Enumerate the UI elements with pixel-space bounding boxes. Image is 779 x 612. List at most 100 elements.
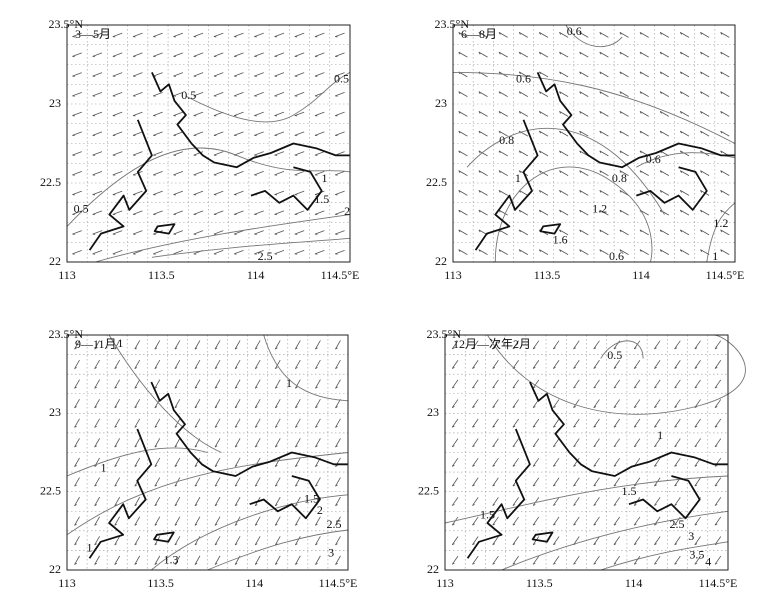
wind-arrow [451,457,459,467]
wind-arrow [674,438,681,448]
wind-arrow-head [579,111,582,114]
wind-arrow-head [194,464,198,467]
wind-arrow-head [498,91,501,94]
wind-arrow-head [234,464,238,467]
wind-arrow [518,249,529,255]
wind-arrow [154,457,161,467]
wind-arrow [659,111,670,117]
wind-arrow-head [472,406,475,408]
wind-arrow-head [214,425,218,428]
wind-arrow-head [518,209,521,213]
wind-arrow-head [674,406,678,408]
wind-arrow [492,399,499,408]
wind-arrow-head [254,425,258,428]
wind-arrow-head [194,425,198,428]
wind-arrow [478,170,488,176]
wind-arrow [579,71,589,78]
wind-arrow [619,209,629,216]
wind-arrow [552,379,560,389]
wind-arrow [579,150,589,157]
contour-label: 3 [688,529,694,543]
wind-arrow [274,516,281,526]
wind-arrow-head [639,71,642,75]
wind-arrow-head [579,71,582,75]
map-frame [444,334,729,571]
wind-arrow [193,32,204,37]
contour-label: 0.8 [499,133,514,147]
wind-arrow-head [654,425,657,428]
wind-arrow-head [214,445,218,448]
wind-arrow-head [659,130,662,134]
wind-arrow-head [134,425,138,428]
wind-arrow [153,171,163,176]
wind-arrow [92,171,103,176]
wind-arrow [274,496,281,506]
wind-arrow-head [114,562,118,565]
x-tick-label: 113.5 [148,268,175,282]
wind-arrow-head [174,386,178,389]
wind-arrow-head [234,386,238,389]
wind-arrow [134,359,141,369]
wind-arrow-head [553,425,556,428]
wind-arrow-head [674,504,678,506]
wind-arrow [173,171,184,176]
wind-arrow-head [532,504,536,506]
contour-line [600,340,644,359]
wind-arrow [72,250,82,255]
x-tick-label: 114 [246,576,264,590]
wind-arrow-head [593,562,597,565]
wind-arrow [254,32,264,37]
wind-arrow-head [512,543,516,546]
wind-arrow [173,230,184,235]
wind-arrow [613,399,621,408]
wind-arrow-head [559,32,562,35]
wind-arrow-head [94,523,97,526]
wind-arrow-head [174,562,178,565]
wind-arrow [335,190,345,195]
wind-arrow-head [154,464,158,467]
wind-arrow [639,111,649,117]
wind-arrow [539,32,549,38]
wind-arrow-head [458,32,461,35]
wind-arrow-head [694,386,698,389]
wind-arrow-head [599,32,602,35]
wind-arrow-head [254,543,258,546]
wind-arrow [213,190,224,195]
wind-arrow [458,150,468,157]
wind-arrow [254,379,261,389]
wind-arrow [213,52,224,57]
wind-arrow-head [154,523,158,526]
wind-arrow [472,497,479,506]
wind-arrow-head [478,150,481,154]
wind-arrow [193,230,204,235]
wind-arrow [613,497,621,506]
contour-line [66,447,208,477]
wind-arrow [132,131,143,136]
wind-arrow-head [94,464,97,467]
wind-arrow [720,51,730,58]
wind-arrow [274,438,281,448]
wind-arrow-head [134,367,138,370]
wind-arrow-head [613,504,617,506]
wind-arrow [214,496,221,506]
wind-arrow-head [452,386,455,389]
wind-arrow [579,32,589,38]
wind-arrow-head [458,229,461,233]
wind-arrow-head [593,367,597,369]
wind-arrow [633,536,641,545]
wind-arrow [335,32,345,37]
wind-arrow-head [452,425,455,428]
contour-label: 3.5 [689,548,704,562]
contour-label: 0.5 [607,348,622,362]
wind-arrow-head [538,190,541,193]
wind-arrow [478,130,488,137]
wind-arrow [599,51,609,58]
wind-arrow-head [619,209,622,213]
wind-arrow-head [593,464,597,467]
wind-arrow [234,418,241,428]
wind-arrow [518,209,529,216]
wind-arrow-head [654,386,657,389]
wind-arrow [112,32,123,37]
wind-arrow-head [74,562,77,565]
wind-arrow [613,477,621,487]
